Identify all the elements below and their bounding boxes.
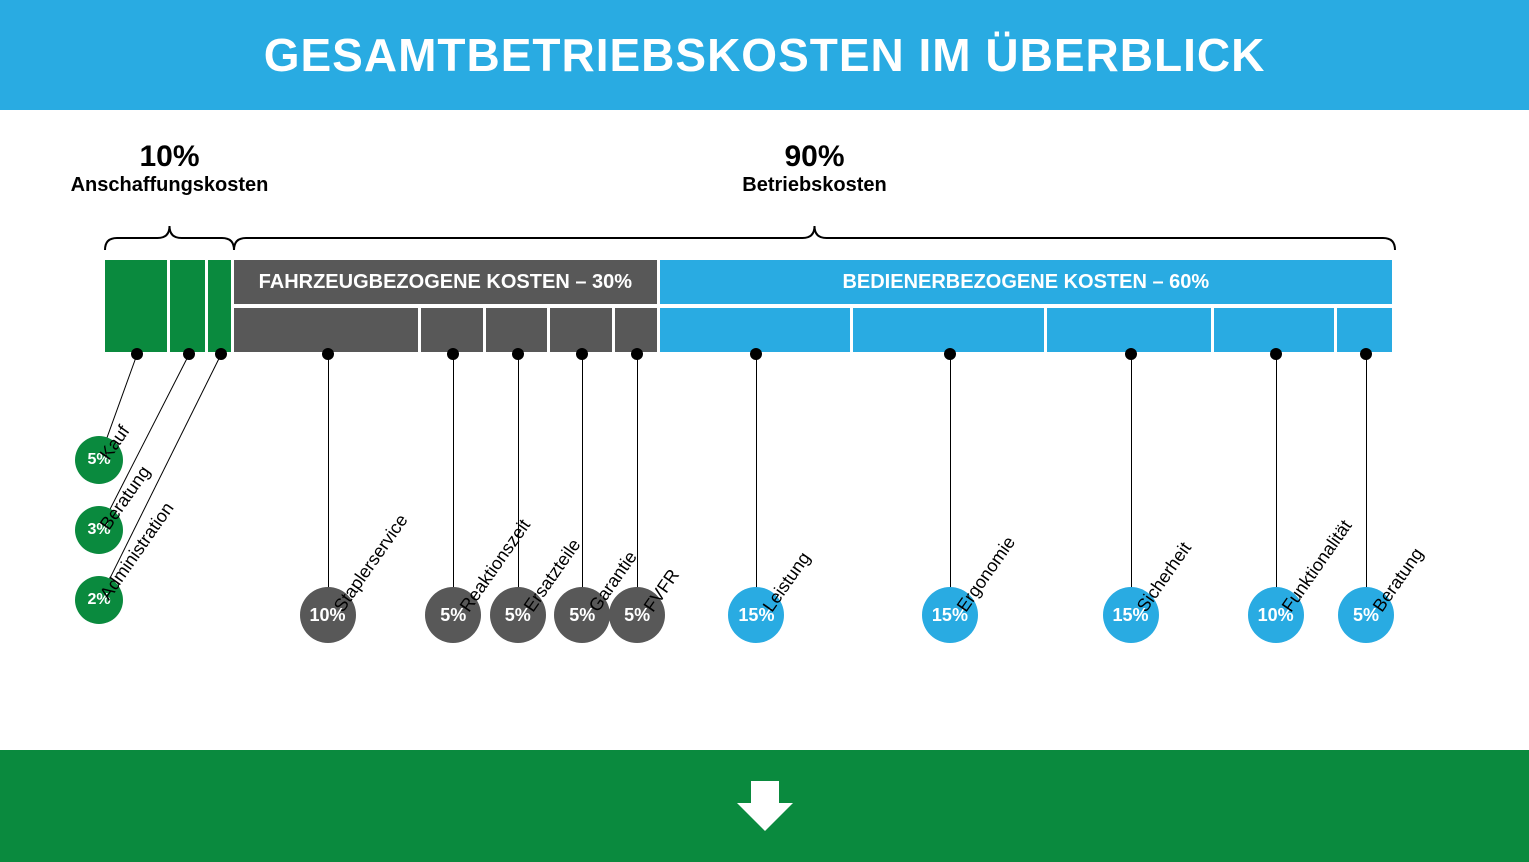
bar-segment (105, 260, 170, 308)
group-header: 90%Betriebskosten (665, 140, 965, 197)
section-label-bar: FAHRZEUGBEZOGENE KOSTEN – 30% (234, 260, 660, 304)
bar-segment (660, 308, 854, 352)
bar-segment (615, 308, 660, 352)
header-band: GESAMTBETRIEBSKOSTEN IM ÜBERBLICK (0, 0, 1529, 110)
leader-line (518, 354, 519, 615)
leader-line (1131, 354, 1132, 615)
leader-line (1366, 354, 1367, 615)
item-label: Ergonomie (952, 533, 1019, 616)
leader-line (328, 354, 329, 615)
bar-segment (486, 308, 551, 352)
group-percentage: 90% (665, 140, 965, 174)
bar-segment (105, 308, 170, 352)
leader-line (950, 354, 951, 615)
leader-line (582, 354, 583, 615)
section-label-bar: BEDIENERBEZOGENE KOSTEN – 60% (660, 260, 1395, 304)
bar-segment (1214, 308, 1337, 352)
bar-segment (234, 308, 421, 352)
leader-line (1276, 354, 1277, 615)
item-label: Sicherheit (1133, 539, 1196, 617)
bar-segment (170, 260, 209, 308)
arrow-down-icon (737, 781, 793, 831)
bar-segment (421, 308, 486, 352)
bar-segment (170, 308, 209, 352)
bar-segment (1047, 308, 1215, 352)
item-label: Leistung (759, 549, 815, 617)
group-brace (105, 210, 234, 250)
group-brace (234, 210, 1395, 250)
leader-line (637, 354, 638, 615)
bar-segment (550, 308, 615, 352)
bar-segment (1337, 308, 1395, 352)
group-label: Betriebskosten (665, 174, 965, 197)
item-label: Beratung (1368, 544, 1427, 616)
leader-line (453, 354, 454, 615)
cost-breakdown-chart: 10%Anschaffungskosten 90%Betriebskosten FA… (0, 110, 1529, 750)
group-percentage: 10% (20, 140, 320, 174)
group-header: 10%Anschaffungskosten (20, 140, 320, 197)
bar-segment (208, 308, 234, 352)
page-title: GESAMTBETRIEBSKOSTEN IM ÜBERBLICK (264, 28, 1266, 82)
footer-band (0, 750, 1529, 862)
leader-line (756, 354, 757, 615)
bar-segment (208, 260, 234, 308)
bar-segment (853, 308, 1047, 352)
item-label: Staplerservice (330, 511, 413, 616)
group-label: Anschaffungskosten (20, 174, 320, 197)
